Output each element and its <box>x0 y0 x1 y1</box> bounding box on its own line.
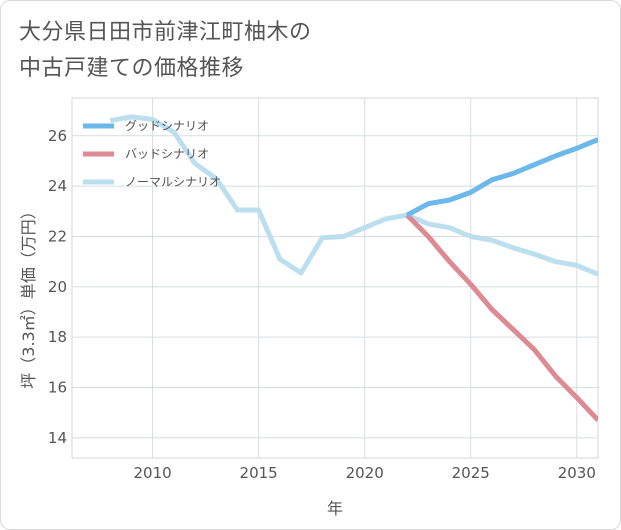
legend-label-1: バッドシナリオ <box>125 147 209 161</box>
chart-title-line-2: 中古戸建ての価格推移 <box>19 56 245 81</box>
y-axis-ticks: 14 16 18 20 22 24 26 <box>48 127 67 447</box>
plot-area <box>71 97 599 459</box>
chart-title: 大分県日田市前津江町柚木の 中古戸建ての価格推移 <box>19 15 599 87</box>
grid-lines <box>72 98 598 458</box>
y-tick-label: 18 <box>48 328 67 346</box>
y-tick-label: 26 <box>48 127 67 145</box>
legend-label-0: グッドシナリオ <box>125 119 209 133</box>
y-axis-title: 坪（3.3㎡）単価（万円） <box>19 203 38 388</box>
x-tick-label: 2015 <box>240 464 278 482</box>
y-tick-label: 14 <box>48 429 67 447</box>
series-line-0 <box>405 137 598 218</box>
x-tick-label: 2025 <box>452 464 490 482</box>
y-tick-label: 20 <box>48 278 67 296</box>
y-tick-label: 16 <box>48 379 67 397</box>
series-line-1 <box>405 213 598 422</box>
x-axis-ticks: 2010 2015 2020 2025 2030 <box>134 464 596 482</box>
y-tick-label: 22 <box>48 227 67 245</box>
y-tick-label: 24 <box>48 177 67 195</box>
x-tick-label: 2010 <box>134 464 172 482</box>
x-axis-title: 年 <box>327 499 343 518</box>
series-line-2 <box>109 114 598 277</box>
series-lines <box>109 114 598 422</box>
chart-title-line-1: 大分県日田市前津江町柚木の <box>19 20 312 45</box>
x-tick-label: 2030 <box>558 464 596 482</box>
legend-label-2: ノーマルシナリオ <box>125 175 221 189</box>
x-tick-label: 2020 <box>346 464 384 482</box>
